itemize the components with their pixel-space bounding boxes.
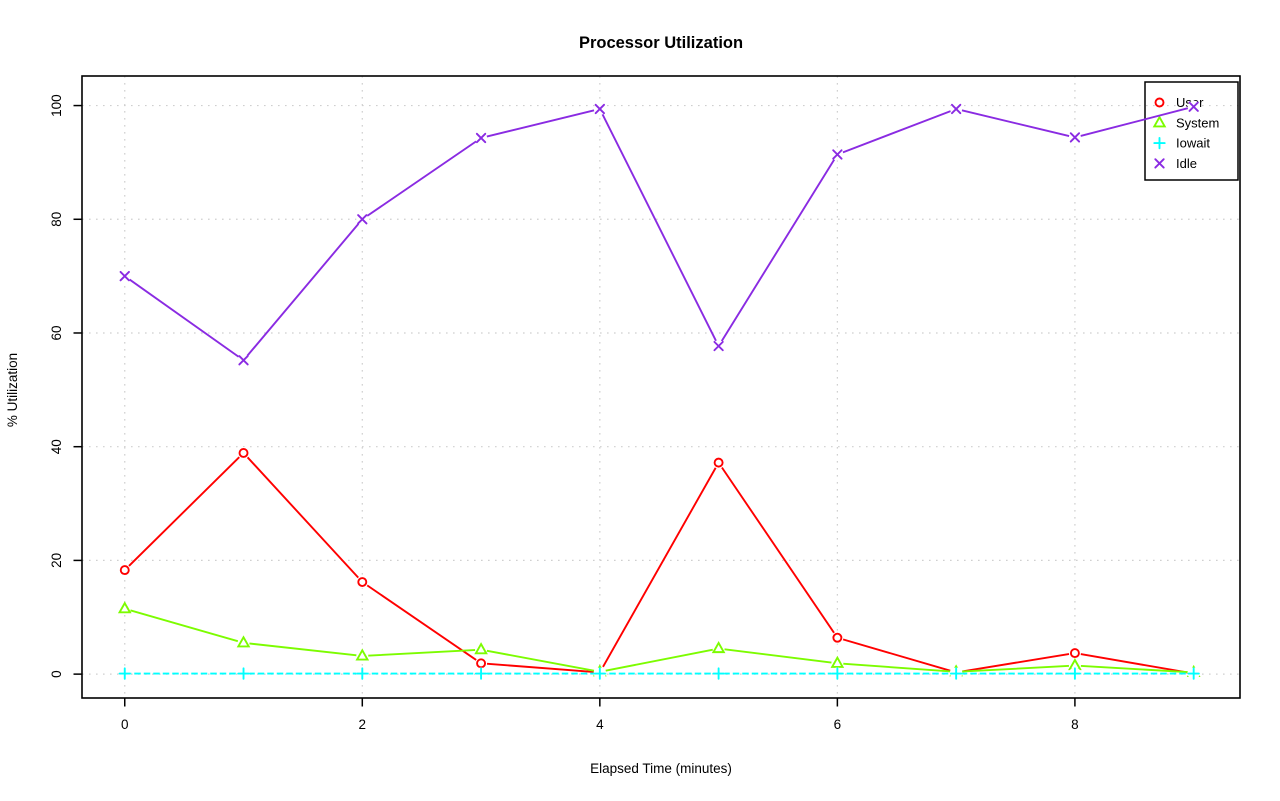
marker-triangle xyxy=(117,601,132,614)
gridlines xyxy=(82,76,1240,698)
marker-plus xyxy=(118,667,131,680)
marker-plus xyxy=(474,667,488,680)
marker-circle xyxy=(1154,97,1165,108)
marker-plus xyxy=(237,667,250,680)
marker-plus xyxy=(356,667,369,680)
marker-plus xyxy=(1068,667,1082,680)
legend: UserSystemIowaitIdle xyxy=(1144,81,1239,181)
marker-x xyxy=(1188,101,1199,112)
marker-triangle xyxy=(711,641,726,654)
marker-plus xyxy=(949,667,963,680)
legend-item-idle: Idle xyxy=(1176,156,1197,171)
marker-triangle xyxy=(236,635,251,648)
marker-x xyxy=(475,132,487,144)
marker-circle xyxy=(713,457,724,468)
series-markers-idle xyxy=(118,100,1200,367)
marker-plus xyxy=(712,667,725,680)
series-markers-iowait xyxy=(118,667,1200,680)
marker-triangle xyxy=(355,648,370,661)
marker-x xyxy=(832,149,843,160)
marker-x xyxy=(713,340,724,352)
marker-x xyxy=(357,214,368,225)
series-line-user xyxy=(124,452,1194,675)
plot-border xyxy=(81,75,1241,699)
series-line-idle xyxy=(124,105,1194,362)
marker-plus xyxy=(1187,667,1200,680)
marker-plus xyxy=(593,667,606,680)
chart-title: Processor Utilization xyxy=(579,34,743,52)
x-tick-label: 6 xyxy=(834,717,842,732)
x-tick-label: 2 xyxy=(359,717,367,732)
marker-plus xyxy=(1153,136,1166,150)
y-tick-label: 60 xyxy=(49,325,64,340)
marker-triangle xyxy=(1152,115,1167,128)
marker-x xyxy=(119,270,130,282)
y-tick-label: 0 xyxy=(49,670,64,678)
series xyxy=(117,100,1201,680)
y-tick-label: 40 xyxy=(49,439,64,454)
x-tick-label: 8 xyxy=(1071,717,1079,732)
series-line-system xyxy=(124,607,1194,674)
series-markers-user xyxy=(118,446,1200,680)
marker-circle xyxy=(1069,648,1080,659)
marker-x xyxy=(950,103,962,115)
y-tick-label: 20 xyxy=(49,553,64,568)
legend-item-system: System xyxy=(1176,115,1219,130)
marker-circle xyxy=(476,658,487,669)
marker-triangle xyxy=(830,655,845,668)
marker-x xyxy=(1154,158,1165,169)
marker-circle xyxy=(119,565,130,576)
y-tick-label: 100 xyxy=(49,94,64,117)
y-tick-label: 80 xyxy=(49,212,64,227)
marker-circle xyxy=(238,448,249,458)
legend-box xyxy=(1144,81,1239,181)
x-tick-label: 4 xyxy=(596,717,604,732)
plot-frame xyxy=(81,75,1241,699)
marker-x xyxy=(1069,132,1081,143)
marker-circle xyxy=(357,577,368,587)
marker-circle xyxy=(832,632,843,643)
marker-triangle xyxy=(474,642,488,655)
x-tick-label: 0 xyxy=(121,717,129,732)
y-axis-label: % Utilization xyxy=(5,353,20,427)
legend-item-iowait: Iowait xyxy=(1176,136,1210,151)
marker-x xyxy=(238,355,249,366)
marker-x xyxy=(594,103,605,115)
marker-plus xyxy=(831,667,844,680)
x-axis-label: Elapsed Time (minutes) xyxy=(590,761,732,776)
